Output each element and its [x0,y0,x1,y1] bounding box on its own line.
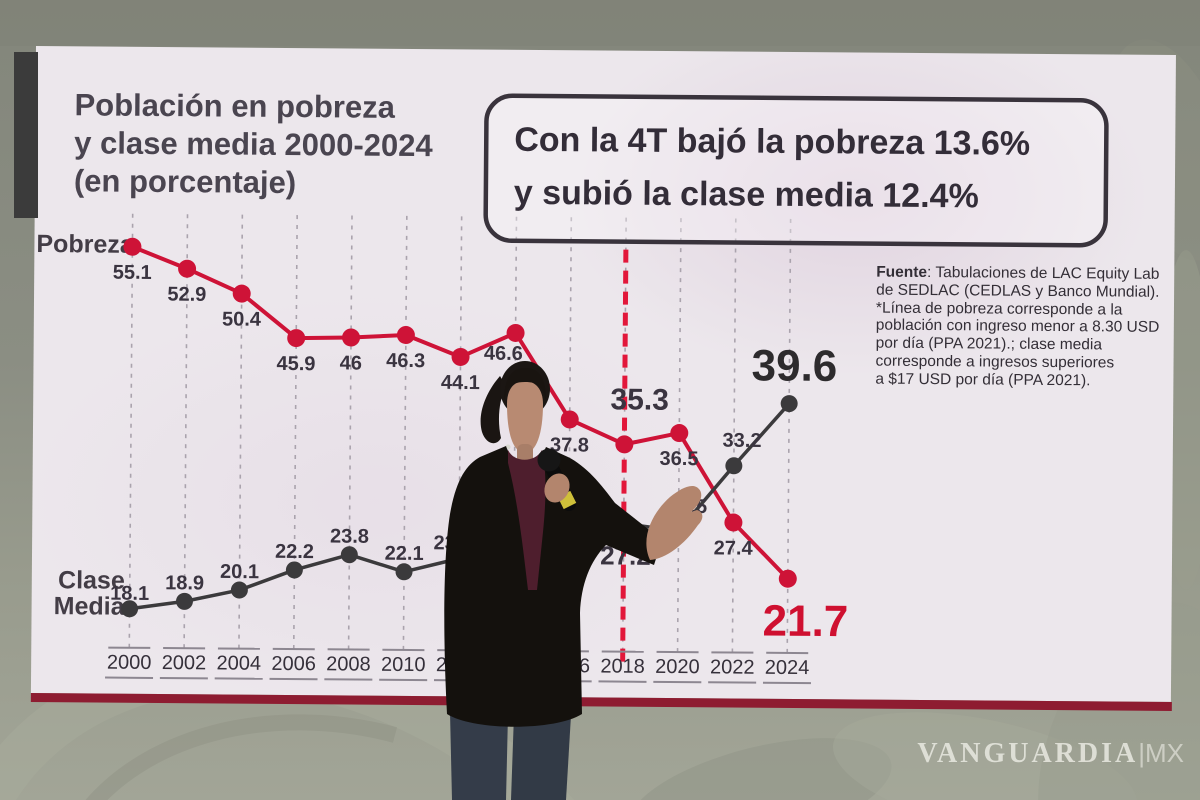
presenter-scarf [508,450,546,590]
svg-text:2002: 2002 [162,652,207,674]
svg-text:46.6: 46.6 [484,343,523,365]
svg-text:45.9: 45.9 [276,353,315,375]
svg-text:50.4: 50.4 [222,308,262,330]
presenter-leg-right [511,714,571,800]
presenter-hairline [504,368,546,402]
svg-text:18.9: 18.9 [165,572,204,594]
svg-text:2018: 2018 [600,655,645,677]
screen-frame-bar [14,52,38,218]
microphone [537,448,577,511]
svg-text:39.6: 39.6 [751,341,837,391]
presenter-coat [444,446,662,727]
svg-text:27.4: 27.4 [714,537,754,559]
svg-text:21.7: 21.7 [762,597,848,647]
watermark-brand: VANGUARDIA [917,738,1139,769]
svg-text:2024: 2024 [765,657,810,679]
svg-text:2006: 2006 [271,653,316,675]
svg-text:23.8: 23.8 [330,526,369,548]
svg-text:22.2: 22.2 [275,541,314,563]
svg-text:2000: 2000 [107,652,152,674]
svg-text:2004: 2004 [216,652,261,674]
svg-text:20.1: 20.1 [220,561,259,583]
svg-text:2010: 2010 [381,654,426,676]
presenter-face [507,381,543,453]
svg-text:44.1: 44.1 [441,372,480,394]
svg-text:2008: 2008 [326,653,371,675]
presenter-extended-hand [646,485,703,560]
svg-text:36.5: 36.5 [660,448,699,470]
vanguardia-watermark: VANGUARDIA|MX [917,738,1184,770]
svg-text:2020: 2020 [655,656,700,678]
svg-text:33.2: 33.2 [722,430,761,452]
svg-text:18.1: 18.1 [110,583,149,605]
svg-text:52.9: 52.9 [167,284,206,306]
svg-text:35.3: 35.3 [610,383,669,416]
presenter-leg-left [450,712,508,800]
presenter-ponytail [480,376,506,444]
presenter-mic-hand [544,473,570,503]
svg-text:37.8: 37.8 [550,434,589,456]
svg-text:22.1: 22.1 [385,543,424,565]
svg-text:2022: 2022 [710,656,755,678]
watermark-region: MX [1145,738,1184,768]
svg-text:46.3: 46.3 [386,350,425,372]
svg-text:55.1: 55.1 [113,262,152,284]
svg-text:46: 46 [340,352,362,374]
watermark-separator: | [1138,738,1145,768]
